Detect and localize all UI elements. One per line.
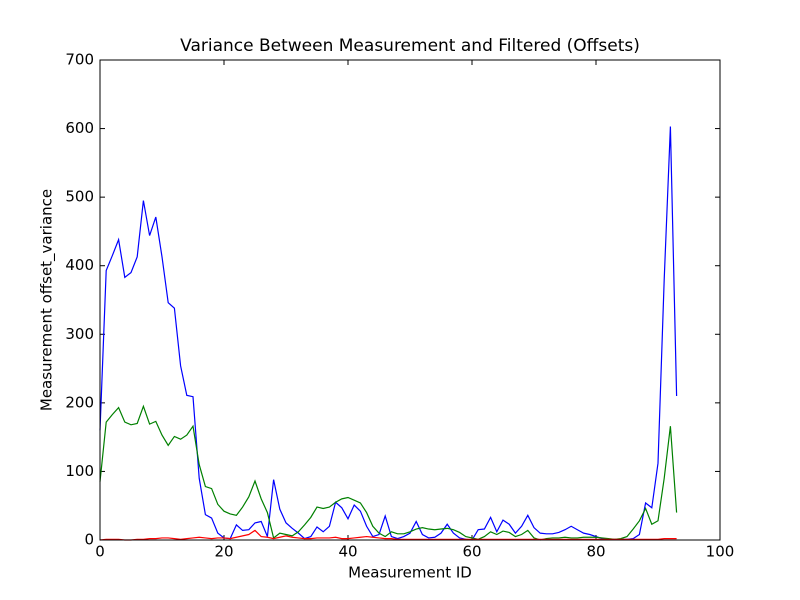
x-tick-label: 100 (706, 543, 735, 561)
y-tick-label: 400 (65, 256, 94, 274)
plot-frame (99, 59, 721, 541)
x-tick-label: 60 (462, 543, 481, 561)
y-tick-label: 100 (65, 462, 94, 480)
y-tick-label: 500 (65, 188, 94, 206)
x-tick-label: 40 (338, 543, 357, 561)
x-tick-label: 0 (95, 543, 105, 561)
x-tick-label: 80 (586, 543, 605, 561)
y-tick-label: 700 (65, 51, 94, 69)
y-axis-label: Measurement offset_variance (38, 189, 57, 411)
data-line (99, 126, 678, 541)
data-line (99, 529, 677, 541)
chart-title: Variance Between Measurement and Filtere… (180, 36, 640, 56)
x-tick-label: 20 (214, 543, 233, 561)
x-axis-label: Measurement ID (348, 564, 472, 582)
data-line (99, 404, 678, 541)
y-tick-label: 300 (65, 325, 94, 343)
y-tick-label: 0 (84, 531, 94, 549)
y-tick-label: 600 (65, 119, 94, 137)
y-tick-label: 200 (65, 393, 94, 411)
